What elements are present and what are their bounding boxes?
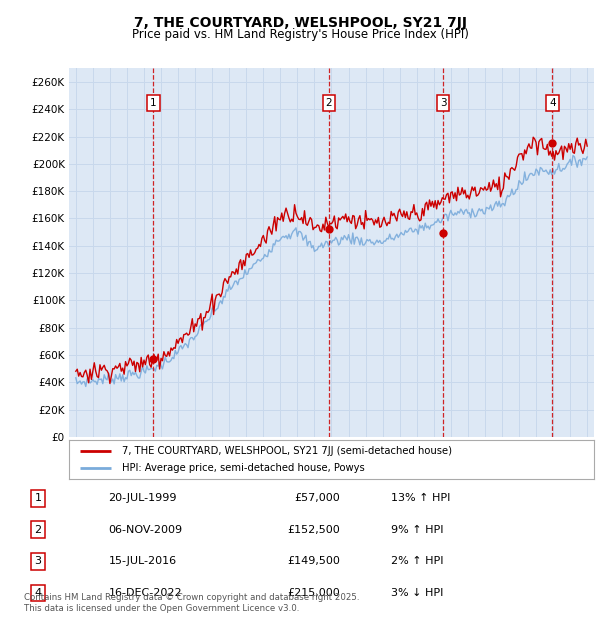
- Text: 06-NOV-2009: 06-NOV-2009: [109, 525, 183, 535]
- Text: £149,500: £149,500: [287, 556, 340, 567]
- Text: 20-JUL-1999: 20-JUL-1999: [109, 493, 177, 503]
- Text: 3: 3: [35, 556, 41, 567]
- Text: 15-JUL-2016: 15-JUL-2016: [109, 556, 177, 567]
- Text: £215,000: £215,000: [287, 588, 340, 598]
- Text: Price paid vs. HM Land Registry's House Price Index (HPI): Price paid vs. HM Land Registry's House …: [131, 28, 469, 41]
- Text: 2: 2: [35, 525, 41, 535]
- Text: 4: 4: [549, 98, 556, 108]
- Text: 3: 3: [440, 98, 446, 108]
- Text: 1: 1: [150, 98, 157, 108]
- Text: 7, THE COURTYARD, WELSHPOOL, SY21 7JJ (semi-detached house): 7, THE COURTYARD, WELSHPOOL, SY21 7JJ (s…: [121, 446, 452, 456]
- Text: 16-DEC-2022: 16-DEC-2022: [109, 588, 182, 598]
- Text: 9% ↑ HPI: 9% ↑ HPI: [391, 525, 443, 535]
- Text: HPI: Average price, semi-detached house, Powys: HPI: Average price, semi-detached house,…: [121, 463, 364, 473]
- Text: £152,500: £152,500: [287, 525, 340, 535]
- Text: 2: 2: [326, 98, 332, 108]
- Text: 2% ↑ HPI: 2% ↑ HPI: [391, 556, 443, 567]
- Text: £57,000: £57,000: [294, 493, 340, 503]
- Text: 1: 1: [35, 493, 41, 503]
- Text: 4: 4: [35, 588, 41, 598]
- Text: 13% ↑ HPI: 13% ↑ HPI: [391, 493, 450, 503]
- Text: 3% ↓ HPI: 3% ↓ HPI: [391, 588, 443, 598]
- Text: 7, THE COURTYARD, WELSHPOOL, SY21 7JJ: 7, THE COURTYARD, WELSHPOOL, SY21 7JJ: [133, 16, 467, 30]
- Text: Contains HM Land Registry data © Crown copyright and database right 2025.
This d: Contains HM Land Registry data © Crown c…: [24, 593, 359, 613]
